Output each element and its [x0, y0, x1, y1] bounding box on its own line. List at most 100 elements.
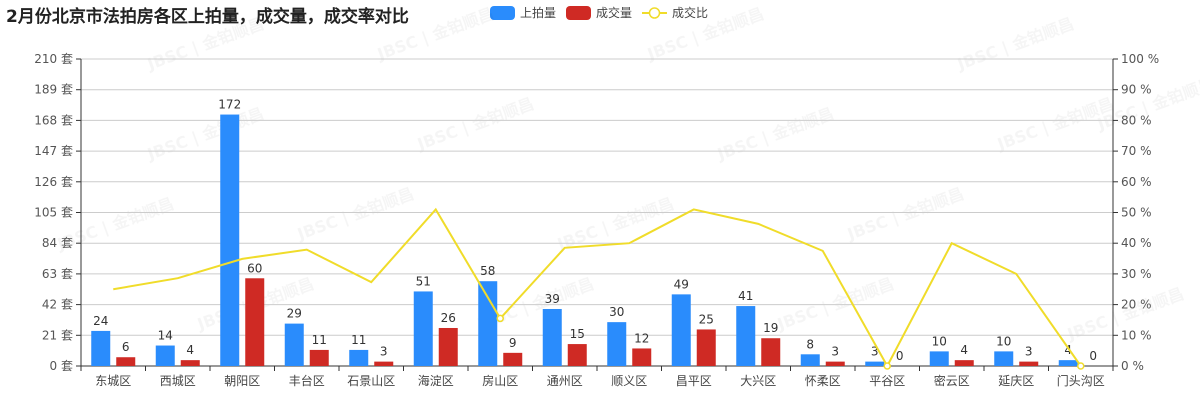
watermark-text: JBSC | 金铂顺昌 — [1094, 74, 1200, 135]
bar-deals[interactable] — [438, 327, 458, 366]
bar-deals[interactable] — [567, 344, 587, 366]
y-left-tick-label: 63 套 — [42, 267, 73, 281]
y-right-tick-label: 80 % — [1121, 113, 1152, 127]
bar-listings[interactable] — [220, 114, 240, 366]
y-left-tick-label: 210 套 — [34, 52, 73, 66]
bar-value-label: 49 — [674, 277, 689, 291]
bar-listings[interactable] — [865, 361, 885, 366]
bar-deals[interactable] — [116, 357, 136, 366]
bar-deals[interactable] — [374, 361, 394, 366]
bar-listings[interactable] — [800, 354, 820, 366]
bar-value-label: 0 — [1089, 349, 1097, 363]
ratio-point[interactable] — [1077, 362, 1085, 370]
bar-listings[interactable] — [929, 351, 949, 366]
bar-deals[interactable] — [761, 338, 781, 366]
x-tick-label: 东城区 — [95, 374, 131, 388]
y-right-tick-label: 100 % — [1121, 52, 1159, 66]
bar-value-label: 9 — [509, 336, 517, 350]
watermark-text: JBSC | 金铂顺昌 — [54, 194, 177, 255]
x-tick-label: 丰台区 — [289, 373, 325, 388]
bar-deals[interactable] — [245, 278, 265, 366]
chart-title: 2月份北京市法拍房各区上拍量，成交量，成交率对比 — [6, 7, 409, 27]
legend-label: 成交比 — [672, 6, 709, 20]
bar-value-label: 172 — [218, 98, 241, 112]
bar-value-label: 3 — [1025, 345, 1033, 359]
watermark-text: JBSC | 金铂顺昌 — [994, 94, 1117, 155]
bar-value-label: 8 — [806, 337, 814, 351]
bar-listings[interactable] — [413, 291, 433, 366]
watermark-text: JBSC | 金铂顺昌 — [294, 184, 417, 245]
x-tick-label: 顺义区 — [611, 374, 647, 388]
bar-deals[interactable] — [1019, 361, 1039, 366]
bar-listings[interactable] — [91, 330, 111, 366]
bar-value-label: 30 — [609, 305, 624, 319]
bar-value-label: 4 — [186, 343, 194, 357]
bar-deals[interactable] — [503, 352, 523, 366]
watermark-text: JBSC | 金铂顺昌 — [554, 194, 677, 255]
line-marker-icon — [642, 6, 668, 19]
bar-deals[interactable] — [180, 360, 200, 366]
y-left-tick-label: 147 套 — [34, 144, 73, 158]
y-left-tick-label: 105 套 — [34, 206, 73, 220]
y-left-tick-label: 168 套 — [34, 113, 73, 127]
bar-value-label: 26 — [441, 311, 456, 325]
bar-deals[interactable] — [696, 329, 716, 366]
bar-listings[interactable] — [155, 345, 175, 366]
bar-deals[interactable] — [632, 348, 652, 366]
y-left-tick-label: 0 套 — [50, 359, 73, 373]
bar-listings[interactable] — [284, 323, 304, 366]
y-right-tick-label: 60 % — [1121, 175, 1152, 189]
bar-swatch-icon — [566, 5, 592, 20]
bar-listings[interactable] — [607, 322, 627, 366]
watermark-text: JBSC | 金铂顺昌 — [844, 184, 967, 245]
watermark-text: JBSC | 金铂顺昌 — [144, 104, 267, 165]
x-tick-label: 房山区 — [482, 373, 518, 388]
bar-deals[interactable] — [954, 360, 974, 366]
legend-label: 成交量 — [596, 6, 633, 20]
bar-listings[interactable] — [478, 281, 498, 366]
x-tick-label: 昌平区 — [676, 374, 712, 388]
x-tick-label: 通州区 — [547, 374, 583, 388]
x-tick-label: 延庆区 — [998, 374, 1034, 388]
y-left-tick-label: 21 套 — [42, 328, 73, 342]
bar-value-label: 0 — [896, 349, 904, 363]
bar-value-label: 51 — [416, 274, 431, 288]
ratio-point[interactable] — [883, 362, 891, 370]
watermark-text: JBSC | 金铂顺昌 — [774, 274, 897, 335]
bar-deals[interactable] — [309, 349, 329, 366]
bar-listings[interactable] — [736, 306, 756, 366]
watermark-text: JBSC | 金铂顺昌 — [714, 104, 837, 165]
bar-value-label: 4 — [960, 343, 968, 357]
bar-value-label: 24 — [93, 314, 108, 328]
bar-value-label: 3 — [380, 345, 388, 359]
x-tick-label: 大兴区 — [740, 374, 776, 388]
x-tick-label: 平谷区 — [869, 374, 905, 388]
bar-listings[interactable] — [349, 349, 369, 366]
x-tick-label: 朝阳区 — [224, 374, 260, 388]
bar-value-label: 29 — [287, 307, 302, 321]
x-tick-label: 门头沟区 — [1057, 373, 1105, 388]
y-right-tick-label: 30 % — [1121, 267, 1152, 281]
bar-value-label: 10 — [996, 334, 1011, 348]
bar-listings[interactable] — [1058, 360, 1078, 366]
legend-item-listings[interactable]: 上拍量 — [490, 4, 556, 21]
bar-value-label: 25 — [699, 312, 714, 326]
y-right-tick-label: 70 % — [1121, 144, 1152, 158]
ratio-point[interactable] — [496, 314, 504, 323]
bar-value-label: 39 — [545, 292, 560, 306]
bar-listings[interactable] — [671, 294, 691, 366]
bar-value-label: 3 — [831, 345, 839, 359]
y-left-tick-label: 84 套 — [42, 236, 73, 250]
bar-listings[interactable] — [542, 308, 562, 366]
y-right-tick-label: 50 % — [1121, 206, 1152, 220]
bar-value-label: 11 — [312, 333, 327, 347]
bar-listings[interactable] — [994, 351, 1014, 366]
legend-label: 上拍量 — [520, 6, 557, 20]
legend-item-ratio[interactable]: 成交比 — [642, 4, 708, 21]
x-tick-label: 海淀区 — [418, 373, 454, 388]
legend-item-deals[interactable]: 成交量 — [566, 4, 632, 21]
bar-deals[interactable] — [825, 361, 845, 366]
watermark-text: JBSC | 金铂顺昌 — [954, 14, 1077, 75]
y-right-tick-label: 90 % — [1121, 83, 1152, 97]
